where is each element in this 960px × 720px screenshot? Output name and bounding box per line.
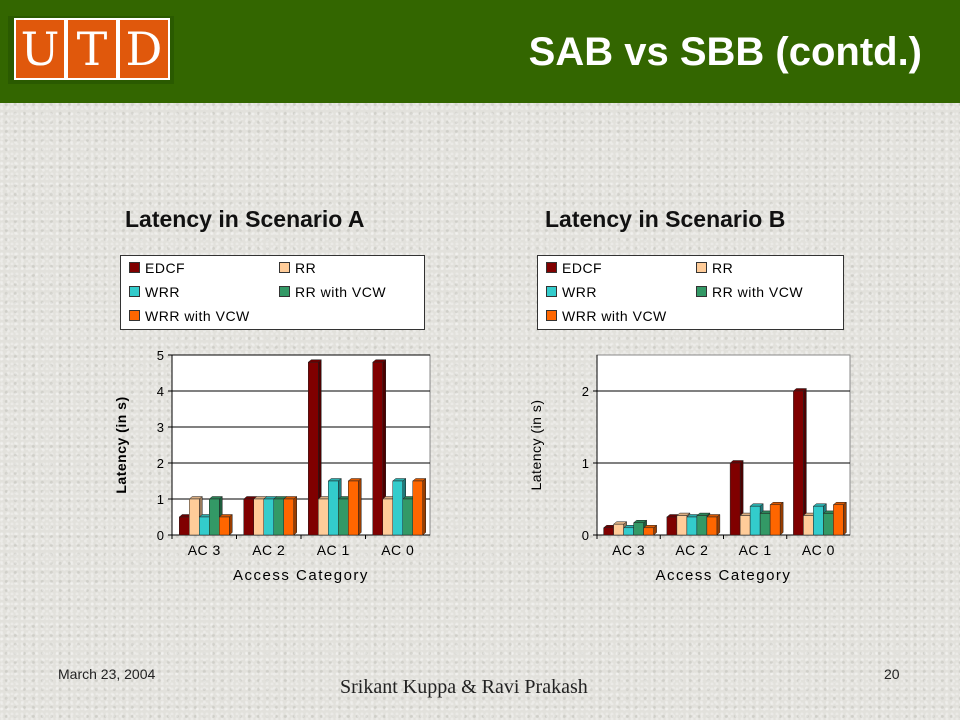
legend-item: EDCF bbox=[546, 260, 602, 276]
legend-swatch bbox=[546, 262, 557, 273]
legend-item: WRR with VCW bbox=[546, 308, 667, 324]
legend-swatch bbox=[129, 310, 140, 321]
bar bbox=[372, 359, 387, 536]
legend-item: WRR bbox=[546, 284, 597, 300]
slide-header: U T D SAB vs SBB (contd.) bbox=[0, 0, 960, 103]
bar bbox=[412, 477, 427, 536]
bar bbox=[769, 501, 784, 536]
legend-swatch bbox=[279, 262, 290, 273]
legend-swatch bbox=[129, 286, 140, 297]
legend-label: WRR bbox=[145, 284, 180, 300]
legend-swatch bbox=[279, 286, 290, 297]
legend-item: RR with VCW bbox=[279, 284, 386, 300]
bar bbox=[307, 359, 322, 536]
legend-label: RR with VCW bbox=[295, 284, 387, 300]
legend-item: RR bbox=[279, 260, 316, 276]
legend-label: RR with VCW bbox=[712, 284, 804, 300]
bar bbox=[792, 387, 808, 536]
bar bbox=[706, 513, 721, 536]
x-tick-label: AC 3 bbox=[188, 542, 221, 558]
legend-swatch bbox=[546, 286, 557, 297]
legend-label: RR bbox=[295, 260, 317, 276]
y-tick-label: 2 bbox=[582, 384, 589, 399]
chart-b-title: Latency in Scenario B bbox=[545, 206, 786, 232]
slide-title: SAB vs SBB (contd.) bbox=[528, 30, 922, 74]
x-axis-title: Access Category bbox=[656, 567, 792, 584]
bar bbox=[347, 477, 362, 536]
bar bbox=[642, 524, 658, 536]
utd-logo: U T D bbox=[8, 16, 174, 84]
y-tick-label: 0 bbox=[157, 528, 164, 543]
logo-letter-d: D bbox=[118, 18, 170, 80]
footer-page-number: 20 bbox=[884, 666, 900, 682]
y-tick-label: 1 bbox=[582, 456, 589, 471]
y-tick-label: 1 bbox=[157, 492, 164, 507]
footer-date: March 23, 2004 bbox=[58, 666, 156, 682]
legend-label: WRR bbox=[562, 284, 597, 300]
x-tick-label: AC 1 bbox=[317, 542, 350, 558]
y-axis-title: Latency (in s) bbox=[113, 396, 129, 493]
legend-swatch bbox=[696, 262, 707, 273]
legend-label: EDCF bbox=[145, 260, 186, 276]
legend-item: RR bbox=[696, 260, 733, 276]
x-tick-label: AC 2 bbox=[675, 542, 708, 558]
x-tick-label: AC 2 bbox=[252, 542, 285, 558]
legend-swatch bbox=[546, 310, 557, 321]
chart-a-title: Latency in Scenario A bbox=[125, 206, 365, 232]
x-tick-label: AC 3 bbox=[612, 542, 645, 558]
chart-a-legend: EDCF RR WRR RR with VCW WRR with VCW bbox=[120, 255, 425, 330]
legend-item: EDCF bbox=[129, 260, 185, 276]
logo-letter-t: T bbox=[66, 18, 118, 80]
chart-b-legend: EDCF RR WRR RR with VCW WRR with VCW bbox=[537, 255, 844, 330]
plot-area bbox=[596, 354, 851, 536]
chart-a-plot: 0 1 2 3 4 5 AC 3 AC 2 AC 1 AC 0 Access Category Lat… bbox=[113, 348, 431, 584]
x-axis-title: Access Category bbox=[233, 567, 369, 584]
chart-b-plot: 0 1 2 AC 3 AC 2 AC 1 AC 0 Access Category Latenc… bbox=[528, 354, 851, 584]
x-tick-label: AC 0 bbox=[381, 542, 414, 558]
y-tick-label: 2 bbox=[157, 456, 164, 471]
y-tick-label: 5 bbox=[157, 348, 164, 363]
legend-label: EDCF bbox=[562, 260, 603, 276]
legend-label: WRR with VCW bbox=[145, 308, 250, 324]
bar bbox=[218, 513, 233, 536]
footer-author: Srikant Kuppa & Ravi Prakash bbox=[340, 676, 588, 698]
legend-item: RR with VCW bbox=[696, 284, 803, 300]
logo-letter-u: U bbox=[14, 18, 66, 80]
bar bbox=[832, 501, 848, 536]
bar bbox=[283, 495, 298, 536]
legend-item: WRR bbox=[129, 284, 180, 300]
legend-swatch bbox=[696, 286, 707, 297]
legend-label: RR bbox=[712, 260, 734, 276]
x-tick-label: AC 0 bbox=[802, 542, 835, 558]
y-tick-label: 0 bbox=[582, 528, 589, 543]
legend-item: WRR with VCW bbox=[129, 308, 250, 324]
legend-label: WRR with VCW bbox=[562, 308, 667, 324]
y-tick-label: 3 bbox=[157, 420, 164, 435]
y-axis-title: Latency (in s) bbox=[528, 399, 544, 490]
x-tick-label: AC 1 bbox=[739, 542, 772, 558]
y-tick-label: 4 bbox=[157, 384, 164, 399]
legend-swatch bbox=[129, 262, 140, 273]
